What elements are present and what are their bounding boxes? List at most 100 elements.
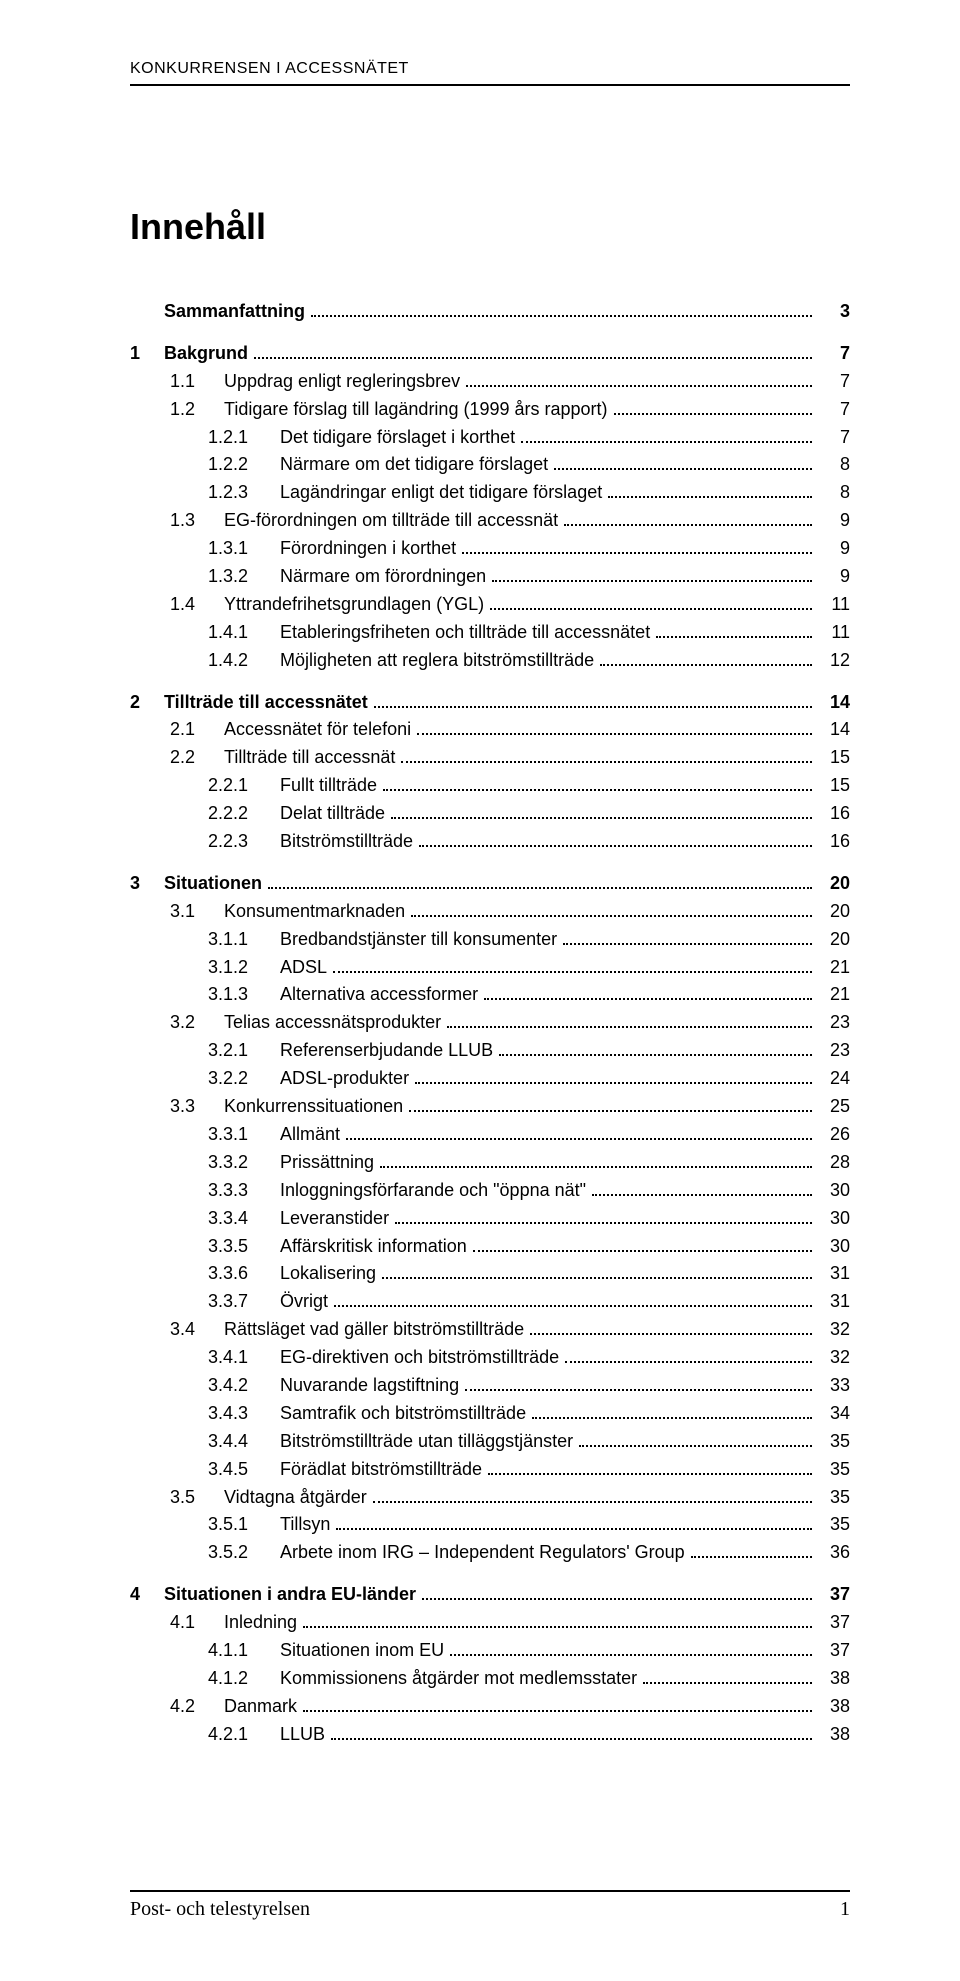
toc-entry[interactable]: 3.5.1Tillsyn35 — [130, 1511, 850, 1539]
toc-entry[interactable]: 3.1Konsumentmarknaden20 — [130, 898, 850, 926]
toc-entry-page: 30 — [818, 1177, 850, 1205]
toc-entry[interactable]: 3.3.5Affärskritisk information30 — [130, 1233, 850, 1261]
toc-entry[interactable]: 1.3EG-förordningen om tillträde till acc… — [130, 507, 850, 535]
toc-entry[interactable]: 1Bakgrund7 — [130, 340, 850, 368]
toc-leader-dots — [415, 1082, 812, 1084]
toc-entry[interactable]: 3.3.4Leveranstider30 — [130, 1205, 850, 1233]
toc-entry-number: 3.3.6 — [208, 1260, 280, 1288]
toc-entry[interactable]: 3.2.2ADSL-produkter24 — [130, 1065, 850, 1093]
toc-entry-page: 23 — [818, 1009, 850, 1037]
toc-entry[interactable]: 4.2.1LLUB38 — [130, 1721, 850, 1749]
toc-entry-number: 3.3.5 — [208, 1233, 280, 1261]
toc-entry[interactable]: 3.3.3Inloggningsförfarande och "öppna nä… — [130, 1177, 850, 1205]
toc-gap — [130, 675, 850, 689]
toc-entry-label: Övrigt — [280, 1288, 328, 1316]
toc-entry-number: 3.4.1 — [208, 1344, 280, 1372]
toc-entry[interactable]: 1.3.2Närmare om förordningen9 — [130, 563, 850, 591]
toc-entry[interactable]: 1.4Yttrandefrihetsgrundlagen (YGL)11 — [130, 591, 850, 619]
toc-entry-label: Situationen — [164, 870, 262, 898]
toc-entry[interactable]: 1.3.1Förordningen i korthet9 — [130, 535, 850, 563]
toc-entry[interactable]: 3Situationen20 — [130, 870, 850, 898]
page: KONKURRENSEN I ACCESSNÄTET Innehåll Samm… — [0, 0, 960, 1981]
toc-entry[interactable]: 1.1Uppdrag enligt regleringsbrev7 — [130, 368, 850, 396]
toc-entry[interactable]: 2Tillträde till accessnätet14 — [130, 689, 850, 717]
toc-entry[interactable]: 2.2.2Delat tillträde16 — [130, 800, 850, 828]
toc-entry[interactable]: 4.2Danmark38 — [130, 1693, 850, 1721]
toc-entry-number: 3.1.1 — [208, 926, 280, 954]
header-rule — [130, 84, 850, 86]
toc-leader-dots — [554, 468, 812, 470]
toc-entry-label: Förädlat bitströmstillträde — [280, 1456, 482, 1484]
toc-entry[interactable]: 3.3.1Allmänt26 — [130, 1121, 850, 1149]
toc-leader-dots — [419, 845, 812, 847]
toc-entry[interactable]: 4Situationen i andra EU-länder37 — [130, 1581, 850, 1609]
toc-entry-page: 26 — [818, 1121, 850, 1149]
toc-entry[interactable]: 3.4.4Bitströmstillträde utan tilläggstjä… — [130, 1428, 850, 1456]
toc-entry-page: 20 — [818, 898, 850, 926]
toc-entry[interactable]: 2.2.1Fullt tillträde15 — [130, 772, 850, 800]
toc-leader-dots — [331, 1738, 812, 1740]
toc-entry[interactable]: 4.1.1Situationen inom EU37 — [130, 1637, 850, 1665]
toc-entry-label: Möjligheten att reglera bitströmstillträ… — [280, 647, 594, 675]
toc-entry-label: Delat tillträde — [280, 800, 385, 828]
toc-leader-dots — [462, 552, 812, 554]
toc-entry-page: 7 — [818, 340, 850, 368]
toc-entry-number: 1.3.1 — [208, 535, 280, 563]
toc-entry[interactable]: 3.2Telias accessnätsprodukter23 — [130, 1009, 850, 1037]
toc-entry[interactable]: 1.4.1Etableringsfriheten och tillträde t… — [130, 619, 850, 647]
toc-leader-dots — [411, 915, 812, 917]
toc-leader-dots — [465, 1389, 812, 1391]
toc-entry[interactable]: 2.2Tillträde till accessnät15 — [130, 744, 850, 772]
toc-entry-number: 3.1 — [170, 898, 224, 926]
toc-entry[interactable]: 3.3.6Lokalisering31 — [130, 1260, 850, 1288]
toc-entry[interactable]: 3.4.3Samtrafik och bitströmstillträde34 — [130, 1400, 850, 1428]
toc-entry-label: Vidtagna åtgärder — [224, 1484, 367, 1512]
toc-title: Innehåll — [130, 206, 850, 248]
toc-entry-number: 3.3.7 — [208, 1288, 280, 1316]
toc-entry[interactable]: 3.5Vidtagna åtgärder35 — [130, 1484, 850, 1512]
toc-entry[interactable]: 3.4.2Nuvarande lagstiftning33 — [130, 1372, 850, 1400]
toc-entry-label: Bitströmstillträde — [280, 828, 413, 856]
toc-entry[interactable]: 1.2.1Det tidigare förslaget i korthet7 — [130, 424, 850, 452]
toc-entry-page: 15 — [818, 744, 850, 772]
toc-entry[interactable]: 2.2.3Bitströmstillträde16 — [130, 828, 850, 856]
toc-leader-dots — [614, 413, 812, 415]
toc-entry-label: Leveranstider — [280, 1205, 389, 1233]
toc-entry[interactable]: 3.5.2Arbete inom IRG – Independent Regul… — [130, 1539, 850, 1567]
toc-entry[interactable]: 1.4.2Möjligheten att reglera bitströmsti… — [130, 647, 850, 675]
toc-entry[interactable]: 3.3.7Övrigt31 — [130, 1288, 850, 1316]
toc-entry-number: 2.2.2 — [208, 800, 280, 828]
toc-entry[interactable]: 1.2.2Närmare om det tidigare förslaget8 — [130, 451, 850, 479]
toc-entry[interactable]: 3.1.1Bredbandstjänster till konsumenter2… — [130, 926, 850, 954]
toc-entry-number: 1 — [130, 340, 164, 368]
toc-entry[interactable]: 3.1.3Alternativa accessformer21 — [130, 981, 850, 1009]
toc-entry-page: 11 — [818, 619, 850, 647]
toc-leader-dots — [422, 1598, 812, 1600]
toc-entry-page: 8 — [818, 479, 850, 507]
toc-entry-page: 20 — [818, 926, 850, 954]
toc-entry-number: 3.4.2 — [208, 1372, 280, 1400]
toc-entry[interactable]: 3.4.5Förädlat bitströmstillträde35 — [130, 1456, 850, 1484]
toc-leader-dots — [395, 1222, 812, 1224]
toc-entry-number: 1.3.2 — [208, 563, 280, 591]
toc-entry[interactable]: 3.4Rättsläget vad gäller bitströmstilltr… — [130, 1316, 850, 1344]
toc-entry[interactable]: 3.2.1Referenserbjudande LLUB23 — [130, 1037, 850, 1065]
toc-entry-page: 11 — [818, 591, 850, 619]
toc-entry[interactable]: 3.3.2Prissättning28 — [130, 1149, 850, 1177]
toc-entry[interactable]: 3.4.1EG-direktiven och bitströmstillträd… — [130, 1344, 850, 1372]
toc-entry-number: 4.1 — [170, 1609, 224, 1637]
toc-entry[interactable]: 3.3Konkurrenssituationen25 — [130, 1093, 850, 1121]
toc-entry[interactable]: 1.2Tidigare förslag till lagändring (199… — [130, 396, 850, 424]
toc-entry[interactable]: 2.1Accessnätet för telefoni14 — [130, 716, 850, 744]
toc-entry-number: 1.2.2 — [208, 451, 280, 479]
toc-entry[interactable]: Sammanfattning3 — [130, 298, 850, 326]
toc-entry[interactable]: 3.1.2ADSL21 — [130, 954, 850, 982]
toc-leader-dots — [401, 761, 812, 763]
toc-entry-number: 1.3 — [170, 507, 224, 535]
toc-entry[interactable]: 4.1.2Kommissionens åtgärder mot medlemss… — [130, 1665, 850, 1693]
toc-leader-dots — [530, 1333, 812, 1335]
toc-entry[interactable]: 4.1Inledning37 — [130, 1609, 850, 1637]
toc-entry-label: Tillträde till accessnätet — [164, 689, 368, 717]
toc-leader-dots — [346, 1138, 812, 1140]
toc-entry[interactable]: 1.2.3Lagändringar enligt det tidigare fö… — [130, 479, 850, 507]
